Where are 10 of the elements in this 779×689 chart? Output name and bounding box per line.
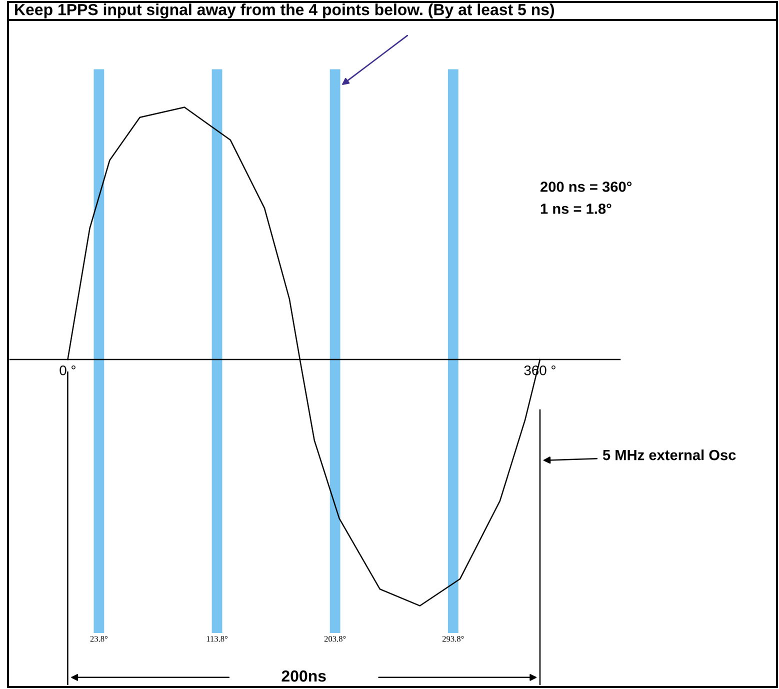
x-tick-label: 0 ° bbox=[60, 365, 76, 376]
annotation: 5 MHz external Osc bbox=[602, 450, 736, 460]
ref-line-label: 23.8° bbox=[90, 636, 108, 642]
ref-line-label: 293.8° bbox=[442, 636, 464, 642]
ref-line-label: 113.8° bbox=[206, 636, 228, 642]
annotation: 200 ns = 360° bbox=[540, 182, 632, 192]
text: 200ns bbox=[282, 670, 326, 682]
chart-title: Keep 1PPS input signal away from the 4 points below. (By at least 5 ns) bbox=[15, 4, 554, 18]
annotation: 1 ns = 1.8° bbox=[540, 204, 612, 214]
ref-line-label: 203.8° bbox=[324, 636, 346, 642]
